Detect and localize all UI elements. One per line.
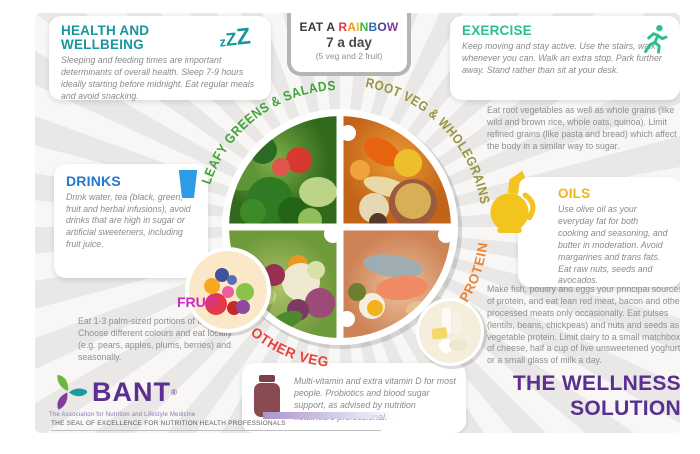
decorative-purple-bar [263,412,393,419]
fruit-note: Eat 1-3 palm-sized portions of fruit a d… [78,316,238,362]
dairy-circle [416,298,487,369]
health-wellbeing-title: HEALTH AND WELLBEING [61,23,150,53]
drinks-card: DRINKS Drink water, tea (black, green, f… [54,164,208,278]
five-veg-two-fruit: (5 veg and 2 fruit) [315,51,383,61]
seven-a-day: 7 a day [326,35,372,50]
oils-title: OILS [558,186,591,201]
exercise-text: Keep moving and stay active. Use the sta… [462,41,662,75]
seal-of-excellence-text: THE SEAL OF EXCELLENCE FOR NUTRITION HEA… [51,420,381,431]
quadrant-protein [340,227,451,338]
quadrant-root-veg [340,116,451,227]
oil-jug-icon [490,170,536,234]
runner-icon [644,24,668,54]
puzzle-knobs [324,125,454,327]
oils-card: OILS Use olive oil as your everyday fat … [518,177,680,287]
protein-note: Make fish, poultry and eggs your princip… [487,284,680,366]
drinks-title: DRINKS [66,173,121,189]
fruit-circle [185,247,274,336]
eat-a-rainbow-line: EAT A RAINBOW [299,20,399,34]
rootveg-note: Eat root vegetables as well as whole gra… [487,105,677,151]
quadrant-other-veg [229,227,340,338]
drink-cup-icon [178,170,198,198]
label-protein: PROTEIN [457,241,491,304]
exercise-title: EXERCISE [462,23,532,38]
exercise-card: EXERCISE Keep moving and stay active. Us… [450,16,680,100]
food-plate-graphic: LEAFY GREENS & SALADS ROOT VEG & WHOLEGR… [185,75,492,370]
bant-branding: BANT ® The Association for Nutrition and … [49,373,195,418]
drinks-text: Drink water, tea (black, green, fruit an… [66,191,191,250]
plate-dividers [225,112,455,342]
eat-a-rainbow-box: EAT A RAINBOW 7 a day (5 veg and 2 fruit… [287,13,411,76]
health-wellbeing-card: HEALTH AND WELLBEING zZZ Sleeping and fe… [49,16,271,101]
bant-leaf-logo [57,374,87,410]
poster-background: HEALTH AND WELLBEING zZZ Sleeping and fe… [35,13,680,433]
registered-mark: ® [171,387,177,397]
fruit-title: FRUIT [177,294,219,310]
health-wellbeing-text: Sleeping and feeding times are important… [61,55,255,101]
supplement-bottle-icon [254,375,280,417]
bant-tagline: The Association for Nutrition and Lifest… [49,412,196,418]
sleep-zzz-icon: zZZ [219,22,253,50]
quadrant-leafy-greens [229,116,340,227]
bant-wordmark: BANT [92,376,171,407]
oils-text: Use olive oil as your everyday fat for b… [558,204,668,286]
rainbow-word: RAINBOW [338,20,399,34]
wellness-solution-title: THE WELLNESS SOLUTION [512,372,680,420]
